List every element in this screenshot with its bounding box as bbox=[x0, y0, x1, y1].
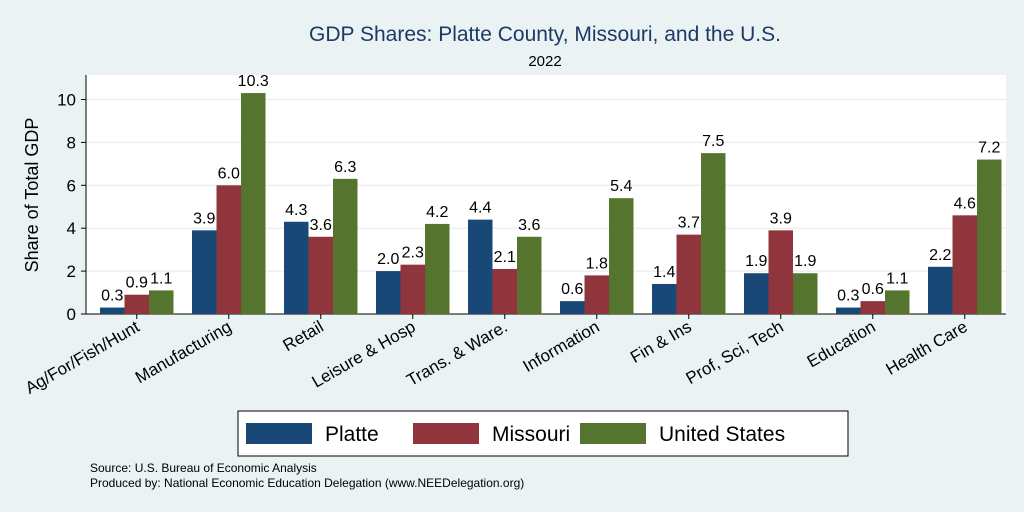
bar bbox=[216, 185, 241, 314]
bar-value-label: 3.9 bbox=[770, 210, 792, 227]
x-tick-label: Leisure & Hosp bbox=[309, 317, 419, 392]
bar bbox=[860, 301, 885, 314]
bar bbox=[192, 230, 217, 314]
bar-value-label: 1.9 bbox=[794, 253, 816, 270]
bar bbox=[308, 236, 333, 314]
legend-swatch bbox=[580, 423, 646, 444]
bar bbox=[100, 307, 125, 314]
bar-value-label: 4.6 bbox=[954, 195, 976, 212]
x-tick-label: Information bbox=[520, 317, 603, 376]
bar-value-label: 0.3 bbox=[837, 288, 859, 305]
bar bbox=[492, 268, 517, 314]
bar bbox=[400, 264, 425, 314]
bar-value-label: 0.6 bbox=[561, 281, 583, 298]
bar-value-label: 7.5 bbox=[702, 133, 724, 150]
bar bbox=[928, 266, 953, 314]
bar-value-label: 10.3 bbox=[238, 73, 269, 90]
bar-value-label: 0.6 bbox=[862, 281, 884, 298]
bar bbox=[284, 221, 309, 314]
bar-value-label: 1.8 bbox=[586, 255, 608, 272]
bar-value-label: 0.3 bbox=[101, 288, 123, 305]
bar-value-label: 4.2 bbox=[426, 204, 448, 221]
bar-value-label: 1.9 bbox=[745, 253, 767, 270]
bar bbox=[793, 273, 818, 314]
bar-value-label: 5.4 bbox=[610, 178, 632, 195]
y-axis-ticks: 0 2 4 6 8 10 bbox=[57, 91, 86, 324]
bar bbox=[584, 275, 609, 314]
bar bbox=[676, 234, 701, 314]
bar bbox=[744, 273, 769, 314]
bar bbox=[333, 178, 358, 314]
bar-value-label: 2.1 bbox=[494, 249, 516, 266]
bar-value-label: 0.9 bbox=[126, 275, 148, 292]
bar bbox=[652, 283, 677, 314]
y-tick-label: 8 bbox=[67, 133, 76, 152]
chart-subtitle: 2022 bbox=[528, 53, 561, 70]
bar-value-label: 2.3 bbox=[402, 245, 424, 262]
bar bbox=[977, 159, 1002, 314]
bar bbox=[609, 198, 634, 314]
y-tick-label: 4 bbox=[67, 219, 76, 238]
bar bbox=[952, 215, 977, 314]
y-tick-label: 10 bbox=[57, 91, 76, 110]
x-tick-label: Ag/For/Fish/Hunt bbox=[22, 317, 143, 398]
bar bbox=[149, 290, 174, 314]
legend-label: United States bbox=[659, 423, 785, 446]
bar-value-label: 3.6 bbox=[518, 217, 540, 234]
y-axis-label: Share of Total GDP bbox=[22, 118, 42, 273]
produced-by-note: Produced by: National Economic Education… bbox=[90, 476, 524, 490]
bar-value-label: 6.0 bbox=[218, 165, 240, 182]
bar-value-label: 4.3 bbox=[285, 202, 307, 219]
bars bbox=[100, 93, 1002, 314]
bar-value-label: 1.1 bbox=[150, 270, 172, 287]
x-tick-label: Manufacturing bbox=[132, 317, 235, 387]
legend: Platte Missouri United States bbox=[237, 410, 849, 457]
bar-value-label: 2.2 bbox=[929, 247, 951, 264]
x-tick-label: Fin & Ins bbox=[627, 317, 695, 367]
bar bbox=[241, 93, 266, 314]
bar bbox=[376, 271, 401, 314]
bar-value-label: 3.9 bbox=[193, 210, 215, 227]
legend-label: Missouri bbox=[492, 423, 570, 446]
bar-value-label: 3.7 bbox=[678, 215, 700, 232]
x-tick-label: Education bbox=[804, 317, 879, 371]
x-tick-label: Prof, Sci, Tech bbox=[683, 317, 787, 388]
x-tick-label: Retail bbox=[280, 317, 327, 355]
bar bbox=[560, 301, 585, 314]
bar-value-label: 6.3 bbox=[334, 159, 356, 176]
source-note: Source: U.S. Bureau of Economic Analysis bbox=[90, 461, 317, 475]
x-tick-label: Health Care bbox=[883, 317, 971, 379]
bar-value-label: 7.2 bbox=[978, 140, 1000, 157]
bar bbox=[768, 230, 793, 314]
bar bbox=[468, 219, 493, 314]
bar bbox=[885, 290, 910, 314]
bar-value-label: 4.4 bbox=[469, 200, 491, 217]
bar-value-labels: 0.30.9 1.13.96.010.34.33.66.32.0 2.34.2 4.4… bbox=[101, 73, 1000, 305]
chart-title: GDP Shares: Platte County, Missouri, and… bbox=[309, 23, 781, 46]
bar bbox=[517, 236, 542, 314]
bar bbox=[701, 153, 726, 314]
legend-label: Platte bbox=[325, 423, 379, 446]
bar bbox=[425, 223, 450, 314]
y-tick-label: 0 bbox=[67, 305, 76, 324]
bar bbox=[836, 307, 861, 314]
bar-value-label: 2.0 bbox=[377, 251, 399, 268]
legend-box bbox=[237, 410, 849, 457]
bar-value-label: 1.1 bbox=[886, 270, 908, 287]
bar bbox=[124, 294, 149, 314]
legend-swatch bbox=[246, 423, 312, 444]
bar-value-label: 3.6 bbox=[310, 217, 332, 234]
y-tick-label: 6 bbox=[67, 176, 76, 195]
x-tick-label: Trans. & Ware. bbox=[403, 317, 510, 390]
y-tick-label: 2 bbox=[67, 262, 76, 281]
bar-value-label: 1.4 bbox=[653, 264, 675, 281]
legend-swatch bbox=[413, 423, 479, 444]
